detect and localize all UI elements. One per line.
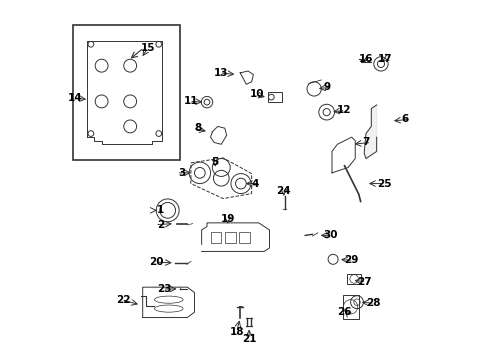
Text: 12: 12: [336, 105, 350, 115]
Text: 24: 24: [276, 186, 290, 196]
Text: 28: 28: [365, 298, 380, 308]
Text: 17: 17: [377, 54, 391, 64]
Text: 23: 23: [157, 284, 171, 294]
Text: 7: 7: [362, 138, 369, 148]
Text: 15: 15: [141, 43, 155, 53]
Bar: [73, 24, 180, 160]
Bar: [267, 92, 282, 102]
Text: 18: 18: [229, 327, 244, 337]
Text: 30: 30: [323, 230, 337, 240]
Polygon shape: [364, 105, 376, 158]
Text: 16: 16: [358, 54, 372, 64]
Text: 25: 25: [376, 179, 390, 189]
Text: 13: 13: [213, 68, 228, 78]
Text: 5: 5: [211, 157, 219, 167]
Bar: [210, 232, 221, 243]
Text: 29: 29: [344, 255, 358, 265]
Text: 21: 21: [242, 334, 256, 344]
Text: 26: 26: [337, 307, 351, 317]
Text: 10: 10: [249, 89, 264, 99]
Text: 22: 22: [116, 295, 130, 305]
Text: 6: 6: [401, 114, 408, 124]
Bar: [342, 296, 358, 319]
Text: 14: 14: [67, 93, 82, 103]
Text: 20: 20: [149, 257, 164, 267]
Text: 27: 27: [356, 277, 371, 287]
Bar: [346, 274, 360, 284]
Text: 19: 19: [220, 214, 234, 224]
Text: 2: 2: [157, 220, 164, 230]
Text: 1: 1: [157, 205, 164, 215]
Text: 4: 4: [251, 179, 259, 189]
Bar: [239, 232, 249, 243]
Text: 9: 9: [323, 82, 329, 92]
Text: 3: 3: [178, 168, 185, 178]
Bar: [224, 232, 235, 243]
Text: 8: 8: [194, 123, 201, 133]
Text: 11: 11: [183, 96, 198, 107]
